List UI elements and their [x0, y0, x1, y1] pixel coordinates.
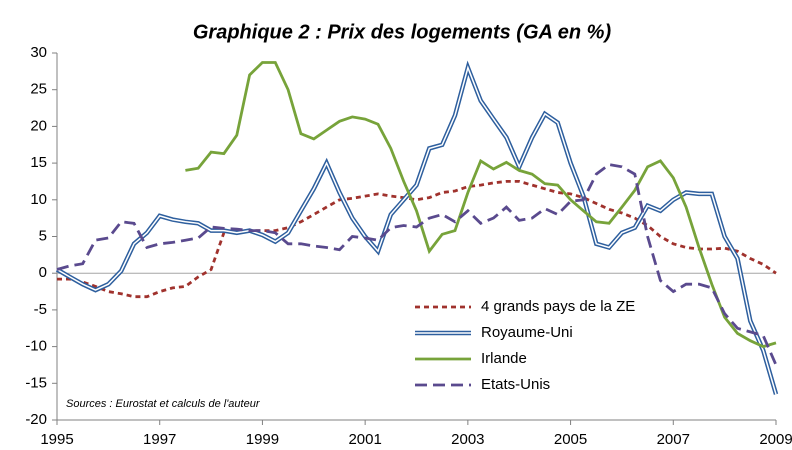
y-tick-label: 15	[30, 154, 47, 171]
x-tick-label: 1997	[143, 431, 176, 448]
series-line	[55, 60, 779, 395]
legend-label: Irlande	[481, 350, 527, 367]
y-tick-label: 10	[30, 191, 47, 208]
chart-title: Graphique 2 : Prix des logements (GA en …	[193, 21, 612, 43]
x-tick-label: 2003	[451, 431, 484, 448]
x-tick-label: 2005	[554, 431, 587, 448]
x-tick-label: 2009	[759, 431, 792, 448]
y-tick-label: 25	[30, 81, 47, 98]
series-line	[56, 163, 778, 366]
y-tick-label: -20	[25, 411, 47, 428]
x-tick-label: 1995	[40, 431, 73, 448]
y-tick-label: 20	[30, 117, 47, 134]
y-tick-label: -10	[25, 338, 47, 355]
series-line	[185, 61, 777, 349]
y-tick-label: 5	[39, 227, 47, 244]
source-note: Sources : Eurostat et calculs de l'auteu…	[66, 398, 261, 410]
x-tick-label: 2001	[348, 431, 381, 448]
y-tick-label: -15	[25, 374, 47, 391]
y-tick-label: -5	[34, 301, 47, 318]
series-line-inner	[56, 65, 777, 395]
y-tick-label: 30	[30, 44, 47, 61]
legend-label: Etats-Unis	[481, 376, 550, 393]
series-line	[57, 180, 777, 299]
y-tick-label: 0	[39, 264, 47, 281]
x-tick-label: 2007	[657, 431, 690, 448]
legend-label: 4 grands pays de la ZE	[481, 298, 635, 315]
x-tick-label: 1999	[246, 431, 279, 448]
legend-label: Royaume-Uni	[481, 324, 573, 341]
